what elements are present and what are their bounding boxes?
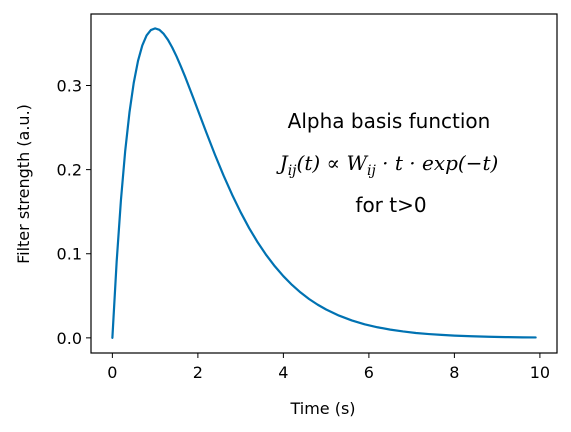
formula-rest: · t · exp(−t) <box>376 151 499 175</box>
y-tick-label: 0.1 <box>57 245 82 264</box>
x-tick-label: 10 <box>530 363 550 382</box>
annotation-formula: Jij(t) ∝ Wij · t · exp(−t) <box>276 151 499 179</box>
x-tick-label: 4 <box>278 363 288 382</box>
x-tick-label: 8 <box>449 363 459 382</box>
series-layer <box>111 27 537 339</box>
x-tick-label: 0 <box>107 363 117 382</box>
y-tick-label: 0.0 <box>57 329 82 348</box>
x-tick-label: 2 <box>193 363 203 382</box>
annotation-title: Alpha basis function <box>288 109 491 133</box>
formula-t: (t) ∝ <box>297 151 347 175</box>
x-axis-label: Time (s) <box>289 399 355 418</box>
y-tick-label: 0.2 <box>57 161 82 180</box>
y-axis-label: Filter strength (a.u.) <box>14 104 33 264</box>
formula-w: W <box>346 151 368 175</box>
y-tick-label: 0.3 <box>57 77 82 96</box>
series-line <box>111 27 537 339</box>
ticks-layer: 0 2 4 6 8 10 0.0 0.1 0.2 0.3 <box>57 77 551 382</box>
formula-j-sub: ij <box>288 163 297 179</box>
formula-w-sub: ij <box>367 163 376 179</box>
annotation-condition: for t>0 <box>355 193 426 217</box>
formula-j: J <box>276 151 289 175</box>
plot-frame <box>90 13 558 354</box>
x-tick-label: 6 <box>364 363 374 382</box>
